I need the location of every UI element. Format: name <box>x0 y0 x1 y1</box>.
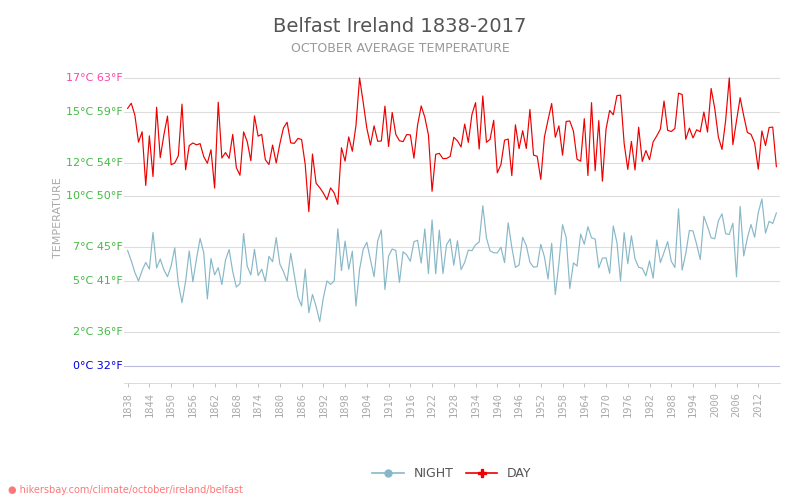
Text: 15°C 59°F: 15°C 59°F <box>66 106 122 117</box>
Text: 10°C 50°F: 10°C 50°F <box>66 192 122 202</box>
Text: 12°C 54°F: 12°C 54°F <box>66 158 122 168</box>
Text: 7°C 45°F: 7°C 45°F <box>73 242 122 252</box>
Text: 17°C 63°F: 17°C 63°F <box>66 73 122 83</box>
Text: 5°C 41°F: 5°C 41°F <box>73 276 122 286</box>
Text: Belfast Ireland 1838-2017: Belfast Ireland 1838-2017 <box>274 18 526 36</box>
Text: ● hikersbay.com/climate/october/ireland/belfast: ● hikersbay.com/climate/october/ireland/… <box>8 485 243 495</box>
Text: 0°C 32°F: 0°C 32°F <box>73 360 122 370</box>
Text: TEMPERATURE: TEMPERATURE <box>54 177 63 258</box>
Legend: NIGHT, DAY: NIGHT, DAY <box>367 462 537 485</box>
Text: 2°C 36°F: 2°C 36°F <box>73 326 122 336</box>
Text: OCTOBER AVERAGE TEMPERATURE: OCTOBER AVERAGE TEMPERATURE <box>290 42 510 56</box>
